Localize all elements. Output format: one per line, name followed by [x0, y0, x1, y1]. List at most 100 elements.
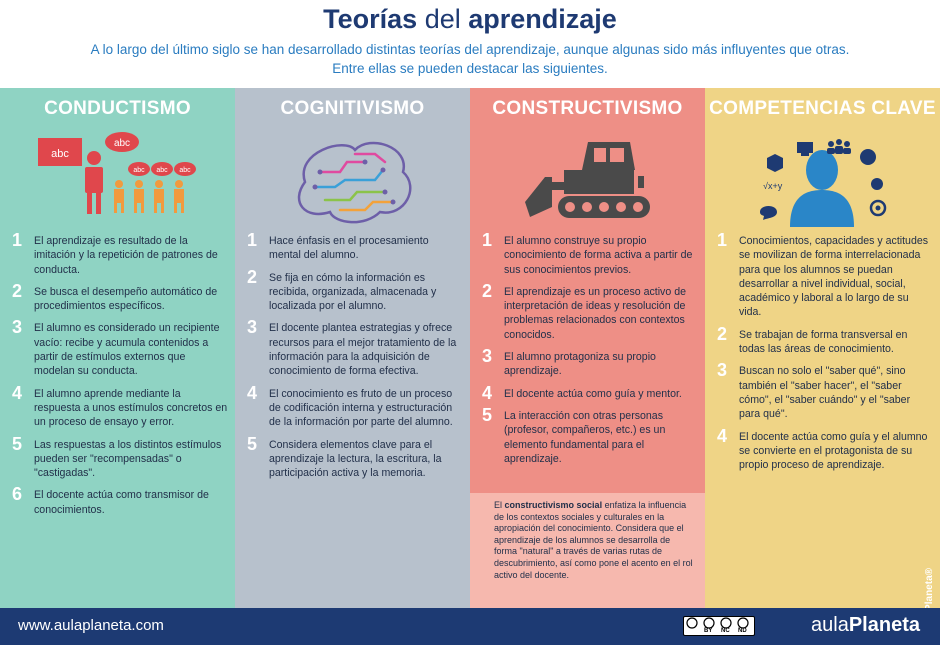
item-number: 2 — [482, 280, 493, 301]
item-number: 3 — [247, 317, 258, 338]
competencias-list: 1 Conocimientos, capacidades y actitudes … — [717, 230, 933, 480]
conductismo-list: 1 El aprendizaje es resultado de la imita… — [12, 230, 228, 525]
list-item: 6 El docente actúa como transmisor de con… — [12, 484, 228, 517]
intro-line-1: A lo largo del último siglo se han desar… — [90, 42, 850, 57]
item-text: El docente actúa como guía y mentor. — [504, 387, 682, 400]
list-item: 2 El aprendizaje es un proceso activo de … — [482, 281, 698, 342]
list-item: 2 Se fija en cómo la información es recib… — [247, 267, 463, 314]
bubble-label: abc — [133, 167, 145, 174]
intro-text: A lo largo del último siglo se han desar… — [60, 40, 880, 78]
item-number: 5 — [482, 404, 493, 425]
item-text: El alumno aprende mediante la respuesta … — [34, 387, 228, 429]
math-icon-label: √x+y — [763, 181, 783, 191]
item-number: 1 — [247, 230, 258, 250]
item-number: 5 — [247, 433, 258, 454]
item-number: 4 — [717, 425, 728, 446]
item-number: 4 — [482, 382, 493, 403]
item-text: El aprendizaje es un proceso activo de i… — [504, 285, 686, 341]
constructivismo-list: 1 El alumno construye su propio conocimie… — [482, 230, 698, 474]
creative-commons-badge: BY NC ND — [683, 616, 755, 636]
item-number: 2 — [12, 280, 23, 301]
list-item: 1 El alumno construye su propio conocimie… — [482, 230, 698, 277]
column-title: COMPETENCIAS CLAVE — [709, 98, 936, 119]
item-text: Hace énfasis en el procesamiento mental … — [269, 235, 429, 262]
column-title: CONSTRUCTIVISMO — [492, 98, 683, 119]
list-item: 5 Considera elementos clave para el apren… — [247, 434, 463, 481]
bubble-label: abc — [156, 167, 168, 174]
item-text: El alumno es considerado un recipiente v… — [34, 322, 220, 378]
page-title: Teorías del aprendizaje — [0, 4, 940, 34]
logo-part-1: aula — [811, 614, 849, 636]
social-text: enfatiza la influencia de los contextos … — [494, 500, 693, 580]
list-item: 4 El docente actúa como guía y el alumno … — [717, 426, 933, 473]
cc-icons — [686, 617, 749, 629]
item-number: 5 — [12, 433, 23, 454]
item-text: Considera elementos clave para el aprend… — [269, 438, 442, 480]
column-conductismo: CONDUCTISMO abc abc abc abc abc 1 El apre… — [0, 88, 235, 608]
bubble-label: abc — [179, 167, 191, 174]
footer: www.aulaplaneta.com BY NC ND aulaPlaneta — [0, 608, 940, 645]
item-number: 4 — [247, 382, 258, 403]
logo-part-2: Planeta — [848, 614, 920, 636]
aulaplaneta-logo: aulaPlaneta — [811, 614, 920, 637]
social-box-background — [470, 493, 705, 608]
bubble-label: abc — [51, 148, 69, 160]
list-item: 4 El alumno aprende mediante la respuesta… — [12, 383, 228, 430]
teacher-students-icon: abc abc abc abc abc — [38, 132, 196, 214]
item-text: El alumno construye su propio conocimien… — [504, 235, 693, 276]
list-item: 5 La interacción con otras personas (prof… — [482, 405, 698, 466]
item-text: Conocimientos, capacidades y actitudes s… — [739, 235, 929, 319]
item-number: 1 — [717, 230, 728, 250]
column-title: COGNITIVISMO — [280, 98, 425, 119]
list-item: 5 Las respuestas a los distintos estímulo… — [12, 434, 228, 481]
social-intro: El — [494, 500, 503, 510]
item-number: 3 — [482, 346, 493, 367]
column-title: CONDUCTISMO — [44, 98, 191, 119]
header: Teorías del aprendizaje A lo largo del ú… — [0, 0, 940, 88]
item-text: Se trabajan de forma transversal en toda… — [739, 328, 908, 356]
item-number: 1 — [482, 230, 493, 250]
item-text: El docente plantea estrategias y ofrece … — [269, 322, 457, 378]
list-item: 1 Conocimientos, capacidades y actitudes … — [717, 230, 933, 320]
item-text: Se busca el desempeño automático de proc… — [34, 285, 218, 313]
item-number: 3 — [717, 360, 728, 381]
website-link[interactable]: www.aulaplaneta.com — [18, 617, 164, 634]
item-number: 3 — [12, 317, 23, 338]
column-cognitivismo: COGNITIVISMO 1 Hace énfasis en el procesa… — [235, 88, 470, 608]
competencies-icon: √x+y — [760, 139, 887, 227]
license-nc: NC — [721, 628, 730, 634]
bulldozer-icon — [525, 142, 650, 218]
column-competencias-clave: COMPETENCIAS CLAVE √x+y 1 Conocimientos, … — [705, 88, 940, 631]
license-by: BY — [704, 628, 713, 634]
item-text: El conocimiento es fruto de un proceso d… — [269, 387, 453, 429]
list-item: 3 El docente plantea estrategias y ofrece… — [247, 317, 463, 378]
list-item: 2 Se trabajan de forma transversal en tod… — [717, 324, 933, 357]
item-number: 1 — [12, 230, 23, 250]
social-constructivism-note: El constructivismo social enfatiza la in… — [494, 500, 694, 581]
title-word-1: Teorías — [323, 4, 418, 34]
item-number: 6 — [12, 484, 23, 505]
item-text: Se fija en cómo la información es recibi… — [269, 271, 437, 313]
item-text: Buscan no solo el "saber qué", sino tamb… — [739, 365, 911, 421]
column-constructivismo: CONSTRUCTIVISMO 1 El alumno construye su … — [470, 88, 705, 608]
list-item: 4 El conocimiento es fruto de un proceso … — [247, 383, 463, 430]
title-word-3: aprendizaje — [468, 4, 617, 34]
bubble-label: abc — [114, 138, 130, 149]
social-strong: constructivismo social — [504, 500, 603, 510]
item-text: La interacción con otras personas (profe… — [504, 409, 666, 465]
intro-line-2: Entre ellas se pueden destacar las sigui… — [332, 61, 608, 76]
list-item: 3 El alumno es considerado un recipiente … — [12, 317, 228, 378]
brain-circuit-icon — [297, 141, 412, 224]
item-number: 4 — [12, 382, 23, 403]
item-number: 2 — [717, 323, 728, 344]
list-item: 3 Buscan no solo el "saber qué", sino tam… — [717, 360, 933, 421]
cognitivismo-list: 1 Hace énfasis en el procesamiento mental… — [247, 230, 463, 488]
item-text: El alumno protagoniza su propio aprendiz… — [504, 351, 656, 378]
list-item: 2 Se busca el desempeño automático de pro… — [12, 281, 228, 314]
list-item: 3 El alumno protagoniza su propio aprendi… — [482, 346, 698, 379]
list-item: 1 Hace énfasis en el procesamiento mental… — [247, 230, 463, 263]
item-text: El docente actúa como guía y el alumno s… — [739, 430, 928, 472]
license-nd: ND — [738, 628, 747, 634]
list-item: 1 El aprendizaje es resultado de la imita… — [12, 230, 228, 277]
title-word-2: del — [424, 4, 461, 34]
